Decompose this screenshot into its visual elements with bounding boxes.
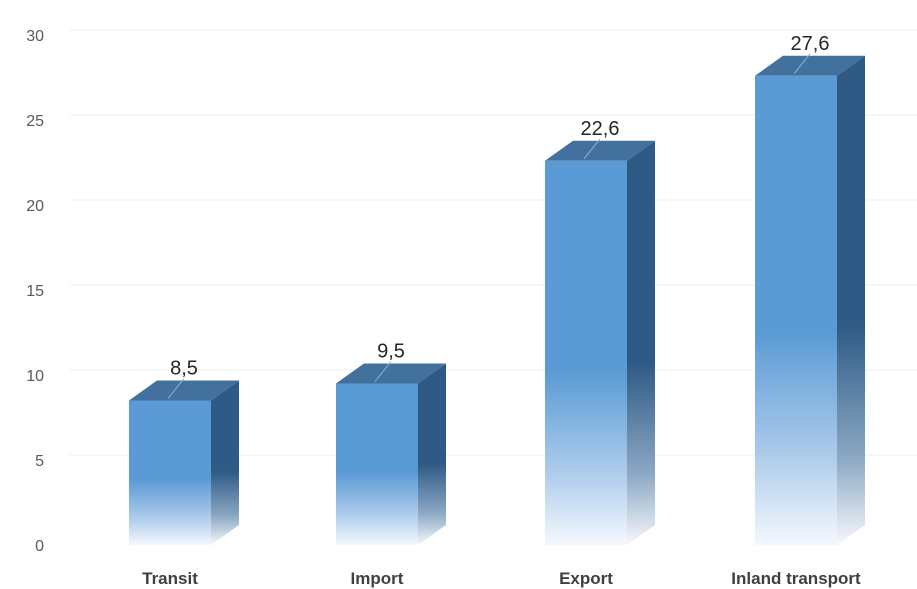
bar-side-face	[418, 363, 446, 545]
data-label-leader	[167, 378, 185, 399]
data-label-leader	[374, 361, 392, 382]
bar-front-face	[755, 75, 837, 546]
x-category-label: Export	[559, 569, 613, 588]
bar: 22,6	[545, 118, 655, 546]
bars: 8,5 9,5 22,6 27,6	[129, 33, 865, 546]
bar: 8,5	[129, 358, 239, 545]
bar-top-face	[129, 380, 239, 401]
x-category-label: Inland transport	[731, 569, 861, 588]
data-label: 9,5	[377, 341, 405, 363]
data-label: 22,6	[581, 118, 620, 140]
data-label-leader	[793, 53, 811, 75]
bar-front-face	[129, 400, 211, 545]
x-axis-labels: Transit Import Export Inland transport	[142, 569, 861, 588]
x-category-label: Transit	[142, 569, 198, 588]
data-label-leader	[583, 138, 601, 160]
data-label: 27,6	[791, 33, 830, 55]
y-tick-label: 0	[35, 538, 44, 555]
y-axis-ticks: 0 5 10 15 20 25 30	[26, 28, 44, 555]
y-tick-label: 15	[26, 283, 44, 300]
y-tick-label: 5	[35, 453, 44, 470]
bar-front-face	[336, 383, 418, 545]
y-tick-label: 10	[26, 368, 44, 385]
bar-side-face	[837, 55, 865, 546]
bar-side-face	[627, 140, 655, 546]
y-tick-label: 25	[26, 113, 44, 130]
y-tick-label: 20	[26, 198, 44, 215]
bar-top-face	[545, 140, 655, 161]
y-tick-label: 30	[26, 28, 44, 45]
bar-front-face	[545, 160, 627, 546]
bar: 27,6	[755, 33, 865, 546]
bar: 9,5	[336, 341, 446, 545]
bar-top-face	[336, 363, 446, 384]
data-label: 8,5	[170, 358, 198, 380]
bar-side-face	[211, 380, 239, 545]
bar-top-face	[755, 55, 865, 76]
x-category-label: Import	[351, 569, 404, 588]
